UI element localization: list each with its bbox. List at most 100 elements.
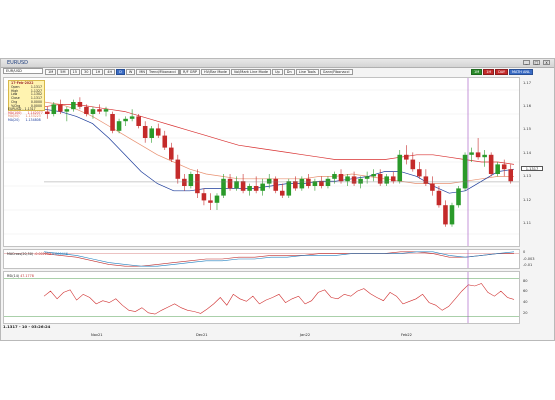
current-price-marker: 1.1317 <box>521 166 543 171</box>
price-tick: 1.11 <box>523 221 532 225</box>
price-axis: 1.17 1.16 1.15 1.14 1.13 1.12 1.11 <box>521 77 553 247</box>
rsi-value: 47.1778 <box>20 274 34 278</box>
trend-fib-tool[interactable]: Trend/Fibonacci <box>146 68 180 75</box>
timeframe-w-button[interactable]: W <box>125 68 136 75</box>
timeframe-1m-button[interactable]: 1M <box>45 68 57 75</box>
down-tool[interactable]: Dn <box>283 68 295 75</box>
rsi-pane[interactable]: RSI(14) 47.1778 <box>3 271 520 324</box>
candle-body <box>351 176 357 184</box>
close-button[interactable]: x <box>543 60 550 65</box>
rsi-axis: 80 60 40 20 <box>521 271 553 324</box>
candle-body <box>182 178 187 186</box>
mode-day-button[interactable]: DAY <box>495 68 509 75</box>
window-title: EURUSD <box>7 60 28 66</box>
candle-body <box>501 164 507 170</box>
candle-body <box>240 181 246 191</box>
candle-body <box>155 128 161 136</box>
rsi-label: RSI(14) 47.1778 <box>7 274 34 278</box>
gann-fib-tool[interactable]: Gann/Fibonacci <box>319 68 353 75</box>
math-anl-button[interactable]: MATH ANL <box>509 68 534 75</box>
candle-body <box>279 190 285 196</box>
maximize-button[interactable]: □ <box>533 60 540 65</box>
candle-body <box>51 104 57 114</box>
rsi-line <box>43 283 515 315</box>
timeframe-d-button[interactable]: D <box>116 68 125 75</box>
candle-body <box>84 106 89 114</box>
price-tick: 1.14 <box>523 151 532 155</box>
timeframe-15-button[interactable]: 15 <box>69 68 80 75</box>
line-tools[interactable]: Line Tools <box>295 68 319 75</box>
legend-value: 1.133223 <box>25 114 41 119</box>
macd-label: MACross(20,50) -0.001212 0.000446 <box>7 252 68 256</box>
candle-body <box>338 174 344 182</box>
macd-pane[interactable]: MACross(20,50) -0.001212 0.000446 <box>3 249 520 269</box>
timeframe-30-button[interactable]: 30 <box>80 68 92 75</box>
candle-body <box>103 109 109 112</box>
candle-body <box>195 174 200 194</box>
candle-body <box>488 154 494 174</box>
candle-body <box>482 154 487 158</box>
candle-body <box>123 118 128 122</box>
drawing-toolbar: Trend/Fibonacci R/F GRP HV/Bar Mode Vol/… <box>146 68 353 75</box>
candle-body <box>149 128 154 138</box>
candle-body <box>129 116 135 119</box>
symbol-input[interactable]: EUR/USD <box>3 68 43 74</box>
timeframe-1h-button[interactable]: 1H <box>92 68 104 75</box>
time-tick: Dec21 <box>196 333 208 337</box>
hv-bar-mode-tool[interactable]: HV/Bar Mode <box>201 68 230 75</box>
candle-body <box>436 190 442 206</box>
candle-body <box>175 159 181 179</box>
datatip-value: 1.1302 <box>30 92 42 97</box>
right-toolbar: 1M 1H DAY MATH ANL <box>471 68 534 75</box>
legend-title: EURUSD - 1.1317 <box>8 107 36 111</box>
timeframe-4h-button[interactable]: 4H <box>104 68 116 75</box>
candle-body <box>299 178 305 189</box>
datatip-value: 1.1317 <box>30 84 42 89</box>
mark-line-tool[interactable]: Vol/Mark Line Mode <box>230 68 271 75</box>
datatip-row: Chg 0.0000 <box>11 100 42 105</box>
time-tick: Feb22 <box>401 333 412 337</box>
candle-body <box>253 186 259 191</box>
datatip-value: 1.1327 <box>30 88 42 93</box>
candle-body <box>64 109 70 112</box>
candle-body <box>358 178 363 184</box>
datatip-value: 0.0000 <box>30 103 42 108</box>
candle-body <box>319 181 324 186</box>
candle-body <box>384 176 389 184</box>
timeframe-5m-button[interactable]: 5M <box>57 68 69 75</box>
candle-body <box>227 178 233 189</box>
candle-body <box>306 178 311 186</box>
datatip-value: 1.1317 <box>30 96 42 101</box>
title-bar: EURUSD _ □ x <box>1 59 554 68</box>
mode-1m-button[interactable]: 1M <box>471 68 483 75</box>
candle-body <box>332 174 337 179</box>
grp-tool[interactable]: R/F GRP <box>180 68 201 75</box>
candle-body <box>377 174 383 184</box>
datatip-key: Open <box>11 84 20 89</box>
indicator-legend: EURUSD - 1.1317 MA(100) 1.142077 MA(50) 1.… <box>8 107 43 122</box>
candle-body <box>247 186 252 191</box>
legend-name: MA(100) <box>8 110 22 115</box>
up-tool[interactable]: Up <box>272 68 283 75</box>
candle-body <box>110 114 115 131</box>
candle-body <box>188 174 194 186</box>
price-chart <box>4 78 519 246</box>
candle-body <box>508 169 514 182</box>
datatip-row: High 1.1327 <box>11 88 42 94</box>
candle-body <box>234 181 239 189</box>
minimize-button[interactable]: _ <box>523 60 530 65</box>
candle-body <box>469 152 474 155</box>
candle-body <box>58 104 63 112</box>
datatip-row: Low 1.1302 <box>11 93 42 97</box>
rsi-tick: 40 <box>523 300 528 304</box>
candle-body <box>443 205 448 225</box>
candle-body <box>364 176 370 179</box>
candle-body <box>44 111 50 114</box>
datatip-row: Close 1.1317 <box>11 96 42 101</box>
macd-signal-value: 0.000446 <box>52 252 68 256</box>
candle-body <box>169 147 174 160</box>
legend-name: MA(50) <box>8 114 20 119</box>
mode-1h-button[interactable]: 1H <box>483 68 495 75</box>
chart-window: EURUSD _ □ x EUR/USD 1M 5M 15 30 1H 4H D… <box>0 58 555 341</box>
price-pane[interactable]: 17-Feb-2022 Open 1.1317 High 1.1327 Low 1.1… <box>3 77 520 247</box>
